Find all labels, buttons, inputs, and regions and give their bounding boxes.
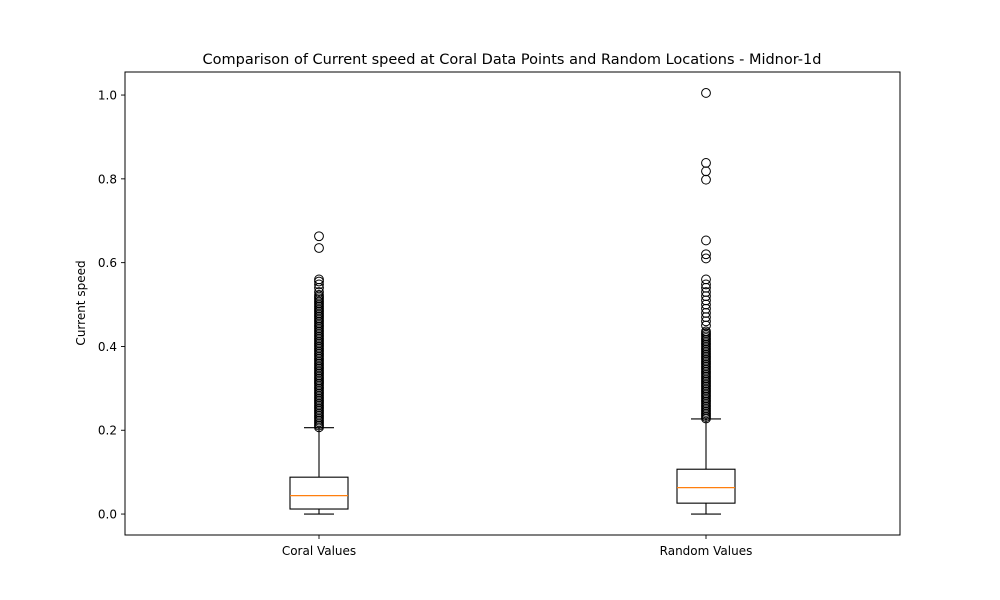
outlier-point bbox=[701, 279, 711, 290]
y-tick-label: 0.6 bbox=[98, 256, 117, 270]
outlier-point bbox=[314, 290, 324, 300]
y-tick-label: 0.4 bbox=[98, 340, 117, 354]
iqr-box bbox=[289, 476, 349, 510]
y-axis-label: Current speed bbox=[74, 260, 88, 345]
x-tick-label: Coral Values bbox=[282, 544, 356, 558]
axes-frame bbox=[124, 71, 901, 536]
outlier-point bbox=[701, 88, 711, 98]
outlier-point bbox=[314, 279, 324, 290]
y-tick-label: 0.2 bbox=[98, 424, 117, 438]
outlier-point bbox=[701, 287, 711, 297]
outlier-point bbox=[701, 326, 711, 337]
outlier-point bbox=[701, 235, 711, 246]
y-tick-label: 0.8 bbox=[98, 172, 117, 186]
outlier-point bbox=[314, 243, 324, 253]
outlier-point bbox=[701, 158, 711, 168]
outlier-point bbox=[701, 253, 711, 264]
y-tick-label: 0.0 bbox=[98, 508, 117, 522]
iqr-box bbox=[676, 468, 736, 504]
outlier-point bbox=[314, 231, 324, 242]
outlier-point bbox=[314, 274, 324, 285]
outlier-point bbox=[701, 274, 711, 285]
outlier-point bbox=[701, 249, 711, 260]
outlier-point bbox=[314, 287, 324, 297]
x-tick-label: Random Values bbox=[660, 544, 753, 558]
plot-area: 0.0 0.2 0.4 0.6 0.8 1.0 Coral Values Random Val… bbox=[98, 71, 901, 558]
y-tick-label: 1.0 bbox=[98, 89, 117, 103]
chart-title: Comparison of Current speed at Coral Dat… bbox=[203, 52, 822, 68]
